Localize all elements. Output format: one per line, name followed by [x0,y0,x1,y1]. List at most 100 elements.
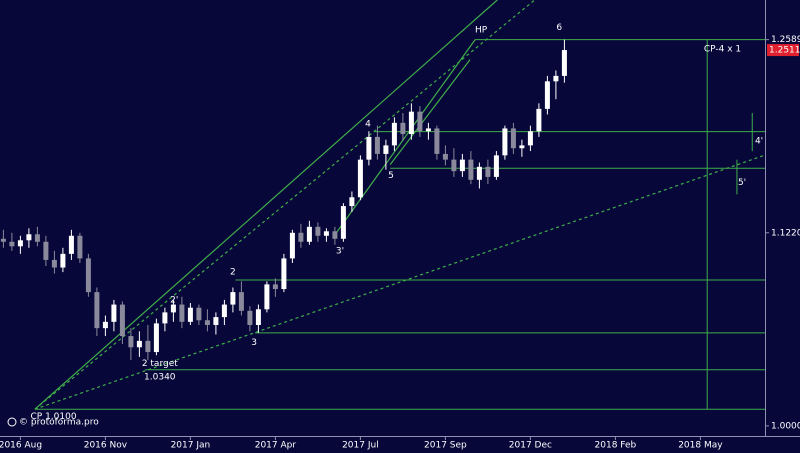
candle-body [391,122,397,146]
candle-body [77,235,83,259]
candle-body [221,304,227,318]
candle-body [102,321,108,329]
candle-body [162,312,168,324]
candle-body [17,240,23,247]
y-tick-label: 1.1220 [771,228,800,238]
annotation: 2' [170,295,178,305]
candle-body [196,307,202,321]
candle-body [264,284,270,310]
candle-body [128,336,134,348]
candle-body [136,340,142,348]
annotation: 5 [388,171,394,181]
x-tick-label: 2016 Aug [0,441,42,451]
annotation: 3' [336,246,344,256]
trend-line [334,39,476,236]
candle-body [493,155,499,177]
candle-body [119,304,125,337]
candle-body [9,241,15,247]
candle-body [519,145,525,149]
annotation: 4' [755,137,763,147]
candle-body [544,81,550,109]
candle-body [323,231,329,236]
annotation: 1.0340 [144,373,176,383]
candle-body [213,317,219,325]
annotation: CP-4 x 1 [704,44,741,54]
candle-body [34,234,40,242]
candle-body [357,159,363,198]
x-tick-label: 2017 Apr [255,441,297,451]
candle-body [60,253,66,268]
candle-body [145,340,151,353]
annotation: 3 [251,338,257,348]
candle-body [553,75,559,82]
candle-body [289,232,295,259]
watermark-icon [7,417,17,427]
y-tick-label: 1.0000 [771,421,800,431]
candle-body [468,159,474,180]
y-tick-label: 1.2589 [771,35,800,45]
candle-body [43,241,49,260]
plot-area [0,0,765,410]
candle-body [94,292,100,329]
candle-body [230,292,236,305]
candle-body [561,50,567,76]
candle-body [408,111,414,135]
annotation: 2 target [142,359,178,369]
annotation: CP 1.0100 [31,412,77,422]
candle-body [298,232,304,242]
candle-body [459,159,465,172]
candle-body [527,131,533,146]
x-tick-label: 2017 Dec [509,441,552,451]
candle-body [442,153,448,160]
candle-body [434,128,440,154]
candle-body [111,304,117,322]
candle-body [68,235,74,254]
trend-line [34,0,498,410]
candle-body [425,128,431,132]
candle-body [306,226,312,242]
candle-body [510,128,516,149]
candle-body [476,166,482,180]
candle-body [247,310,253,325]
trend-line [389,59,471,166]
x-tick-label: 2017 Sep [424,441,467,451]
annotation: 6 [556,23,562,33]
candle-body [502,128,508,156]
x-tick-label: 2016 Nov [84,441,128,451]
candle-body [315,226,321,236]
x-tick-label: 2018 May [678,441,723,451]
candle-body [179,304,185,322]
candle-body [170,304,176,313]
candle-body [153,323,159,353]
price-box [767,44,799,57]
annotation: HP [475,26,488,36]
annotation: 5' [738,178,746,188]
candle-body [383,145,389,154]
candle-body [281,258,287,290]
candle-body [204,320,210,325]
x-tick-label: 2017 Jul [342,441,379,451]
candle-body [85,258,91,293]
candle-body [272,284,278,290]
candle-body [255,309,261,325]
candle-body [366,136,372,160]
trend-line [34,154,765,410]
candle-body [187,307,193,322]
candle-body [51,259,57,268]
candle-body [26,234,32,241]
candle-body [400,122,406,135]
annotation: 2 [230,268,236,278]
candle-body [374,136,380,154]
candle-body [332,231,338,239]
x-tick-label: 2017 Jan [171,441,211,451]
candle-body [340,206,346,239]
watermark: © protoforma.pro [19,418,99,428]
candle-body [417,111,423,132]
candle-body [536,108,542,132]
price-label: 1.2511 [769,46,800,56]
annotation: 4 [365,120,371,130]
candle-body [451,159,457,172]
x-tick-label: 2018 Feb [595,441,637,451]
